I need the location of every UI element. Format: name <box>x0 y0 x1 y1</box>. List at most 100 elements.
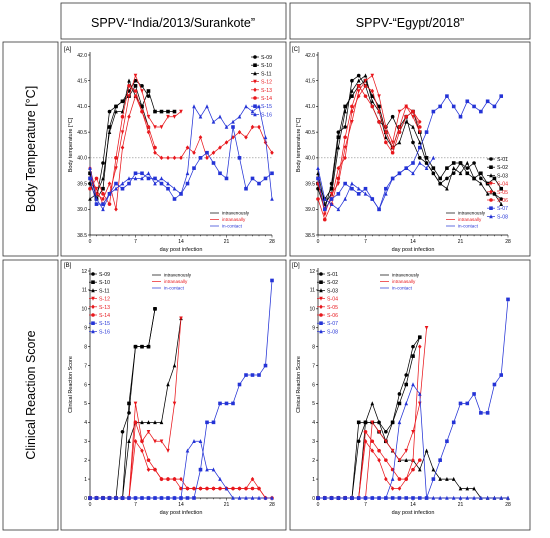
data-point <box>140 448 144 453</box>
data-point <box>431 109 436 114</box>
data-point <box>218 476 222 481</box>
legend-group-name: in-contact <box>458 224 479 229</box>
data-point <box>329 192 334 197</box>
data-point <box>472 392 476 396</box>
data-point <box>198 439 203 444</box>
legend-marker <box>91 296 95 301</box>
legend-series-name: S-05 <box>497 190 508 196</box>
data-point <box>451 161 456 165</box>
y-tick-label: 6 <box>312 382 315 388</box>
data-point <box>363 420 368 425</box>
data-point <box>458 495 463 500</box>
data-point <box>390 114 395 119</box>
data-point <box>146 420 151 425</box>
data-point <box>417 140 422 145</box>
data-point <box>133 344 138 349</box>
data-point <box>244 495 248 500</box>
legend-series-name: S-11 <box>99 288 110 294</box>
data-point <box>140 420 144 425</box>
y-tick-label: 0 <box>84 496 87 502</box>
data-point <box>166 186 170 191</box>
data-point <box>472 104 476 109</box>
data-point <box>445 476 449 481</box>
data-point <box>198 135 203 140</box>
data-point <box>153 420 157 425</box>
legend-group-name: intranasally <box>164 279 188 284</box>
data-point <box>377 448 381 453</box>
series-s-12 <box>88 73 183 207</box>
data-point <box>445 439 449 444</box>
data-point <box>146 458 151 462</box>
series-s-15 <box>88 278 274 500</box>
y-tick-label: 3 <box>312 439 315 445</box>
data-point <box>237 114 242 119</box>
data-point <box>172 477 177 481</box>
data-point <box>205 420 209 425</box>
data-point <box>411 344 415 349</box>
data-point <box>231 495 235 500</box>
legend: S-09 S-10 S-11 S-12 S-13 S-14 S-15 S-16 intraven… <box>89 272 192 335</box>
data-point <box>192 166 196 170</box>
data-point <box>205 104 209 109</box>
data-point <box>404 119 409 124</box>
y-tick-label: 42.0 <box>305 53 315 59</box>
data-point <box>336 135 341 140</box>
panel-label: [C] <box>292 47 300 53</box>
data-point <box>438 476 442 481</box>
data-point <box>166 477 170 481</box>
series-line <box>317 80 502 200</box>
data-point <box>336 165 341 171</box>
data-point <box>397 109 402 114</box>
data-point <box>390 448 395 453</box>
data-point <box>94 176 99 181</box>
data-point <box>94 186 99 191</box>
y-tick-label: 2 <box>84 458 87 464</box>
y-tick-label: 4 <box>312 420 315 426</box>
data-point <box>424 325 429 330</box>
legend-marker <box>91 288 95 293</box>
data-point <box>431 477 436 481</box>
data-point <box>133 420 138 425</box>
series-s-03 <box>316 73 504 206</box>
data-point <box>192 150 196 155</box>
series-s-09 <box>88 307 157 500</box>
series-line <box>318 327 427 499</box>
header-cell-col2 <box>289 2 531 40</box>
data-point <box>133 84 138 88</box>
data-point <box>445 166 449 170</box>
data-point <box>88 171 92 176</box>
data-point <box>356 89 361 94</box>
data-point <box>192 104 196 109</box>
data-point <box>417 401 422 406</box>
data-point <box>417 119 422 125</box>
data-point <box>370 94 375 98</box>
data-point <box>329 197 334 201</box>
data-point <box>120 130 125 135</box>
data-point <box>205 467 209 472</box>
row-header-cell-1 <box>2 41 59 257</box>
y-tick-label: 7 <box>312 363 315 369</box>
data-point <box>205 150 209 155</box>
data-point <box>153 176 157 181</box>
data-point <box>356 84 361 88</box>
data-point <box>257 124 261 130</box>
data-point <box>411 161 415 165</box>
legend-marker <box>489 157 493 161</box>
data-point <box>316 197 320 201</box>
data-point <box>159 477 164 481</box>
data-point <box>377 109 381 114</box>
data-point <box>166 114 170 119</box>
data-point <box>499 197 504 201</box>
data-point <box>114 495 118 500</box>
data-point <box>133 171 138 176</box>
data-point <box>127 78 131 83</box>
data-point <box>458 486 463 491</box>
legend-marker <box>319 329 323 334</box>
y-tick-label: 11 <box>82 288 87 294</box>
data-point <box>159 109 164 114</box>
data-point <box>270 171 274 176</box>
data-point <box>179 476 183 482</box>
data-point <box>224 124 229 129</box>
data-point <box>120 429 125 434</box>
